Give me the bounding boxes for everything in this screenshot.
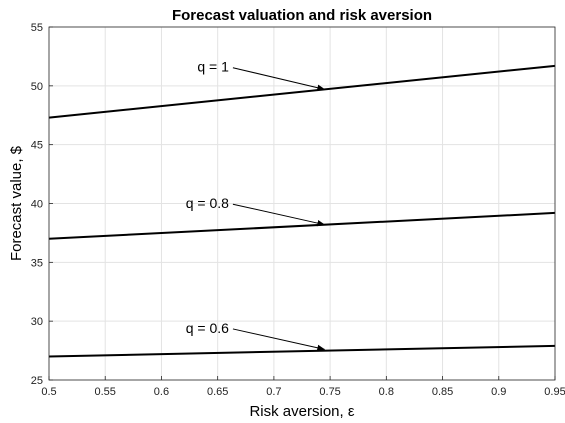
x-tick-label: 0.7 [266,386,281,398]
x-tick-label: 0.9 [491,386,506,398]
series-line-2 [48,211,556,240]
chart-title: Forecast valuation and risk aversion [172,7,432,24]
annotation-label-3: q = 0.6 [186,320,229,336]
x-tick-label: 0.95 [544,386,565,398]
y-axis-label: Forecast value, $ [8,145,25,261]
annotation-label-1: q = 1 [197,59,229,75]
annotation-arrow-1 [232,67,326,91]
x-tick-label: 0.75 [319,386,340,398]
x-axis-label: Risk aversion, ε [249,403,354,420]
y-tick-label: 45 [31,140,43,152]
y-tick-label: 50 [31,81,43,93]
y-tick-label: 55 [31,22,43,34]
grid-lines [48,26,556,381]
y-tick-label: 40 [31,199,43,211]
annotation-label-2: q = 0.8 [186,195,229,211]
x-tick-label: 0.65 [207,386,228,398]
y-tick-label: 25 [31,375,43,387]
x-tick-label: 0.85 [432,386,453,398]
annotations: q = 1 q = 0.8 q = 0.6 [186,59,326,351]
annotation-arrow-2 [232,203,326,227]
y-tick-label: 30 [31,316,43,328]
tick-labels: 0.5 0.55 0.6 0.65 0.7 0.75 0.8 0.85 0.9 0.95 25 30 3… [31,22,565,398]
series-lines [48,64,556,358]
x-tick-label: 0.6 [154,386,169,398]
x-tick-label: 0.8 [379,386,394,398]
x-tick-label: 0.55 [95,386,116,398]
series-line-3 [48,344,556,358]
x-tick-label: 0.5 [41,386,56,398]
annotation-arrow-3 [232,328,326,351]
y-tick-label: 35 [31,257,43,269]
series-line-1 [48,64,556,119]
